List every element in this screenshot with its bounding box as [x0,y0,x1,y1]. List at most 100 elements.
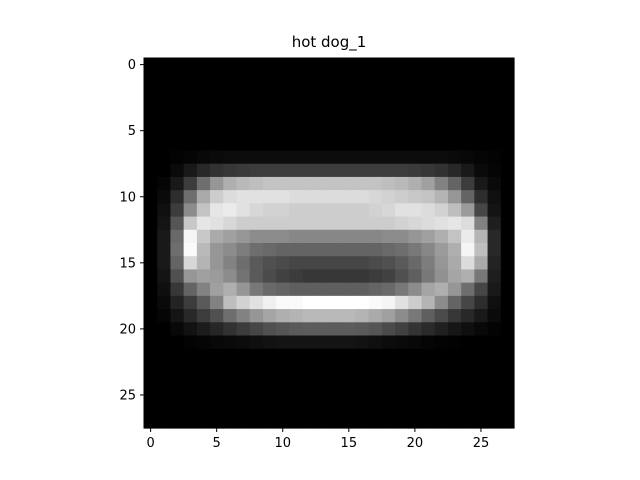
heatmap-cell [196,97,211,112]
heatmap-cell [183,163,198,178]
heatmap-cell [355,137,370,152]
heatmap-cell [196,361,211,376]
heatmap-cell [355,229,370,244]
heatmap-cell [329,71,343,86]
heatmap-cell [381,361,396,376]
heatmap-cell [289,84,304,99]
heatmap-cell [368,309,383,323]
heatmap-cell [421,163,436,178]
heatmap-cell [183,124,198,138]
heatmap-cell [223,97,238,112]
heatmap-cell [408,375,423,389]
heatmap-cell [329,163,343,178]
heatmap-cell [170,203,185,218]
heatmap-cell [408,110,423,125]
heatmap-cell [461,243,475,257]
heatmap-cell [342,71,357,86]
heatmap-cell [408,229,423,244]
heatmap-cell [315,150,330,165]
heatmap-cell [487,163,502,178]
heatmap-cell [434,335,449,350]
heatmap-cell [157,137,172,152]
heatmap-cell [421,137,436,152]
heatmap-cell [302,124,317,138]
heatmap-cell [474,203,489,218]
heatmap-cell [196,375,211,389]
heatmap-cell [302,375,317,389]
heatmap-cell [315,137,330,152]
heatmap-cell [474,361,489,376]
heatmap-cell [236,97,251,112]
heatmap-cell [249,203,264,218]
heatmap-cell [170,256,185,271]
heatmap-cell [223,348,238,363]
heatmap-cell [408,124,423,138]
heatmap-cell [487,361,502,376]
heatmap-cell [474,256,489,271]
x-tick-label: 25 [473,436,490,451]
heatmap-cell [461,295,475,310]
heatmap-cell [408,401,423,416]
heatmap-cell [474,137,489,152]
heatmap-cell [315,348,330,363]
heatmap-cell [395,322,409,337]
heatmap-cell [421,58,436,72]
heatmap-cell [461,190,475,204]
heatmap-cell [329,150,343,165]
heatmap-cell [196,256,211,271]
heatmap-cell [329,58,343,72]
heatmap-cell [170,150,185,165]
heatmap-cell [315,256,330,271]
heatmap-cell [408,295,423,310]
heatmap-cell [395,388,409,403]
heatmap-cell [276,229,290,244]
heatmap-cell [434,256,449,271]
heatmap-cell [395,414,409,429]
heatmap-cell [342,322,357,337]
heatmap-cell [381,110,396,125]
heatmap-cell [236,388,251,403]
heatmap-cell [236,137,251,152]
heatmap-cell [183,110,198,125]
heatmap-cell [249,322,264,337]
heatmap-cell [210,71,224,86]
heatmap-cell [461,216,475,231]
heatmap-cell [474,269,489,284]
heatmap-cell [408,335,423,350]
heatmap-cell [276,414,290,429]
heatmap-cell [408,282,423,297]
heatmap-cell [487,124,502,138]
heatmap-cell [315,401,330,416]
heatmap-cell [500,348,515,363]
heatmap-cell [262,124,277,138]
heatmap-cell [474,348,489,363]
heatmap-cell [276,97,290,112]
heatmap-cell [249,388,264,403]
heatmap-cell [223,414,238,429]
heatmap-cell [157,243,172,257]
heatmap-cell [236,150,251,165]
heatmap-cell [144,243,158,257]
heatmap-cell [276,243,290,257]
heatmap-cell [289,361,304,376]
heatmap-cell [289,110,304,125]
heatmap-cell [262,375,277,389]
heatmap-cell [183,216,198,231]
heatmap-cell [474,309,489,323]
heatmap-cell [434,71,449,86]
heatmap-cell [223,84,238,99]
heatmap-cell [500,124,515,138]
heatmap-cell [474,243,489,257]
heatmap-cell [368,361,383,376]
heatmap-cell [236,256,251,271]
heatmap-cell [421,335,436,350]
heatmap-cell [461,335,475,350]
heatmap-cell [500,414,515,429]
heatmap-cell [500,361,515,376]
heatmap-cell [434,229,449,244]
heatmap-cell [210,190,224,204]
heatmap-cell [183,309,198,323]
heatmap-cell [315,414,330,429]
heatmap-cell [487,176,502,191]
heatmap-cell [315,243,330,257]
